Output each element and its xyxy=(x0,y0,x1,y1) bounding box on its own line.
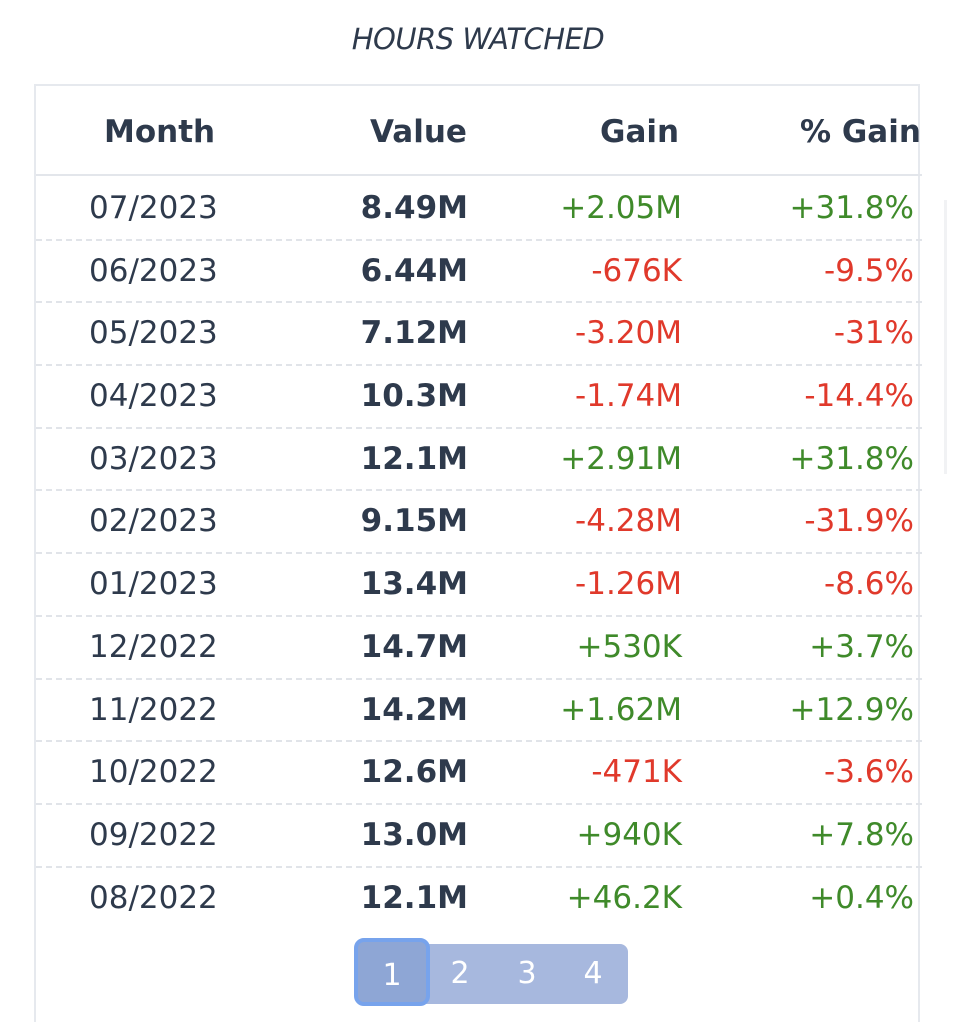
cell-value: 12.1M xyxy=(360,440,468,477)
cell-gain: -1.74M xyxy=(575,378,682,415)
cell-month: 12/2022 xyxy=(89,628,218,665)
header-pct-gain: % Gain xyxy=(800,114,921,150)
table-row: 12/2022 14.7M +530K +3.7% xyxy=(36,617,922,680)
table-row: 07/2023 8.49M +2.05M +31.8% xyxy=(36,178,922,241)
cell-pct-gain: -3.6% xyxy=(824,754,914,791)
cell-month: 04/2023 xyxy=(89,378,218,415)
cell-pct-gain: -31.9% xyxy=(804,503,914,540)
table-row: 11/2022 14.2M +1.62M +12.9% xyxy=(36,680,922,743)
cell-gain: -1.26M xyxy=(575,566,682,603)
cell-gain: -471K xyxy=(591,754,682,791)
table-row: 10/2022 12.6M -471K -3.6% xyxy=(36,742,922,805)
table-row: 02/2023 9.15M -4.28M -31.9% xyxy=(36,491,922,555)
table-header-row: Month Value Gain % Gain xyxy=(36,86,922,176)
cell-value: 7.12M xyxy=(360,315,468,352)
cell-value: 6.44M xyxy=(360,252,468,289)
cell-month: 08/2022 xyxy=(89,879,218,916)
cell-value: 9.15M xyxy=(360,503,468,540)
cell-pct-gain: +31.8% xyxy=(789,440,914,477)
cell-gain: +940K xyxy=(576,816,682,853)
scrollbar-track[interactable] xyxy=(944,200,947,474)
table-row: 08/2022 12.1M +46.2K +0.4% xyxy=(36,868,922,931)
cell-pct-gain: +31.8% xyxy=(789,190,914,226)
table-title: HOURS WATCHED xyxy=(351,22,605,56)
table-row: 09/2022 13.0M +940K +7.8% xyxy=(36,805,922,868)
cell-pct-gain: -14.4% xyxy=(804,378,914,415)
cell-value: 13.0M xyxy=(360,816,468,853)
cell-month: 11/2022 xyxy=(89,691,218,728)
cell-value: 12.1M xyxy=(360,879,468,916)
header-month: Month xyxy=(104,114,216,150)
header-gain: Gain xyxy=(600,114,680,150)
cell-month: 03/2023 xyxy=(89,440,218,477)
cell-value: 13.4M xyxy=(360,566,468,603)
cell-month: 05/2023 xyxy=(89,315,218,352)
cell-value: 8.49M xyxy=(360,190,468,226)
cell-value: 10.3M xyxy=(360,378,468,415)
cell-pct-gain: +7.8% xyxy=(809,816,914,853)
cell-pct-gain: -31% xyxy=(833,315,914,352)
cell-gain: -3.20M xyxy=(575,315,682,352)
header-value: Value xyxy=(370,114,467,150)
page-button-4[interactable]: 4 xyxy=(583,956,603,991)
cell-month: 02/2023 xyxy=(89,503,218,540)
cell-month: 06/2023 xyxy=(89,252,218,289)
cell-month: 07/2023 xyxy=(89,190,218,226)
cell-gain: +1.62M xyxy=(560,691,682,728)
cell-value: 12.6M xyxy=(360,754,468,791)
hours-watched-table: Month Value Gain % Gain 07/2023 8.49M +2… xyxy=(34,84,922,1022)
cell-month: 01/2023 xyxy=(89,566,218,603)
table-row: 06/2023 6.44M -676K -9.5% xyxy=(36,241,922,304)
pagination: 1 2 3 4 xyxy=(354,938,628,1006)
table-row: 01/2023 13.4M -1.26M -8.6% xyxy=(36,554,922,617)
table-row: 05/2023 7.12M -3.20M -31% xyxy=(36,303,922,367)
cell-gain: -4.28M xyxy=(575,503,682,540)
cell-value: 14.7M xyxy=(360,628,468,665)
cell-month: 10/2022 xyxy=(89,754,218,791)
page-button-3[interactable]: 3 xyxy=(517,956,537,991)
cell-gain: +46.2K xyxy=(566,879,682,916)
cell-pct-gain: +0.4% xyxy=(809,879,914,916)
table-row: 04/2023 10.3M -1.74M -14.4% xyxy=(36,366,922,429)
cell-pct-gain: -8.6% xyxy=(824,566,914,603)
cell-value: 14.2M xyxy=(360,691,468,728)
cell-pct-gain: +12.9% xyxy=(789,691,914,728)
cell-month: 09/2022 xyxy=(89,816,218,853)
cell-gain: -676K xyxy=(591,252,682,289)
cell-pct-gain: -9.5% xyxy=(824,252,914,289)
page-button-2[interactable]: 2 xyxy=(450,956,470,991)
cell-pct-gain: +3.7% xyxy=(809,628,914,665)
cell-gain: +530K xyxy=(576,628,682,665)
cell-gain: +2.91M xyxy=(560,440,682,477)
cell-gain: +2.05M xyxy=(560,190,682,226)
table-row: 03/2023 12.1M +2.91M +31.8% xyxy=(36,429,922,492)
page-button-1[interactable]: 1 xyxy=(354,938,430,1006)
table-body: 07/2023 8.49M +2.05M +31.8% 06/2023 6.44… xyxy=(36,178,922,930)
